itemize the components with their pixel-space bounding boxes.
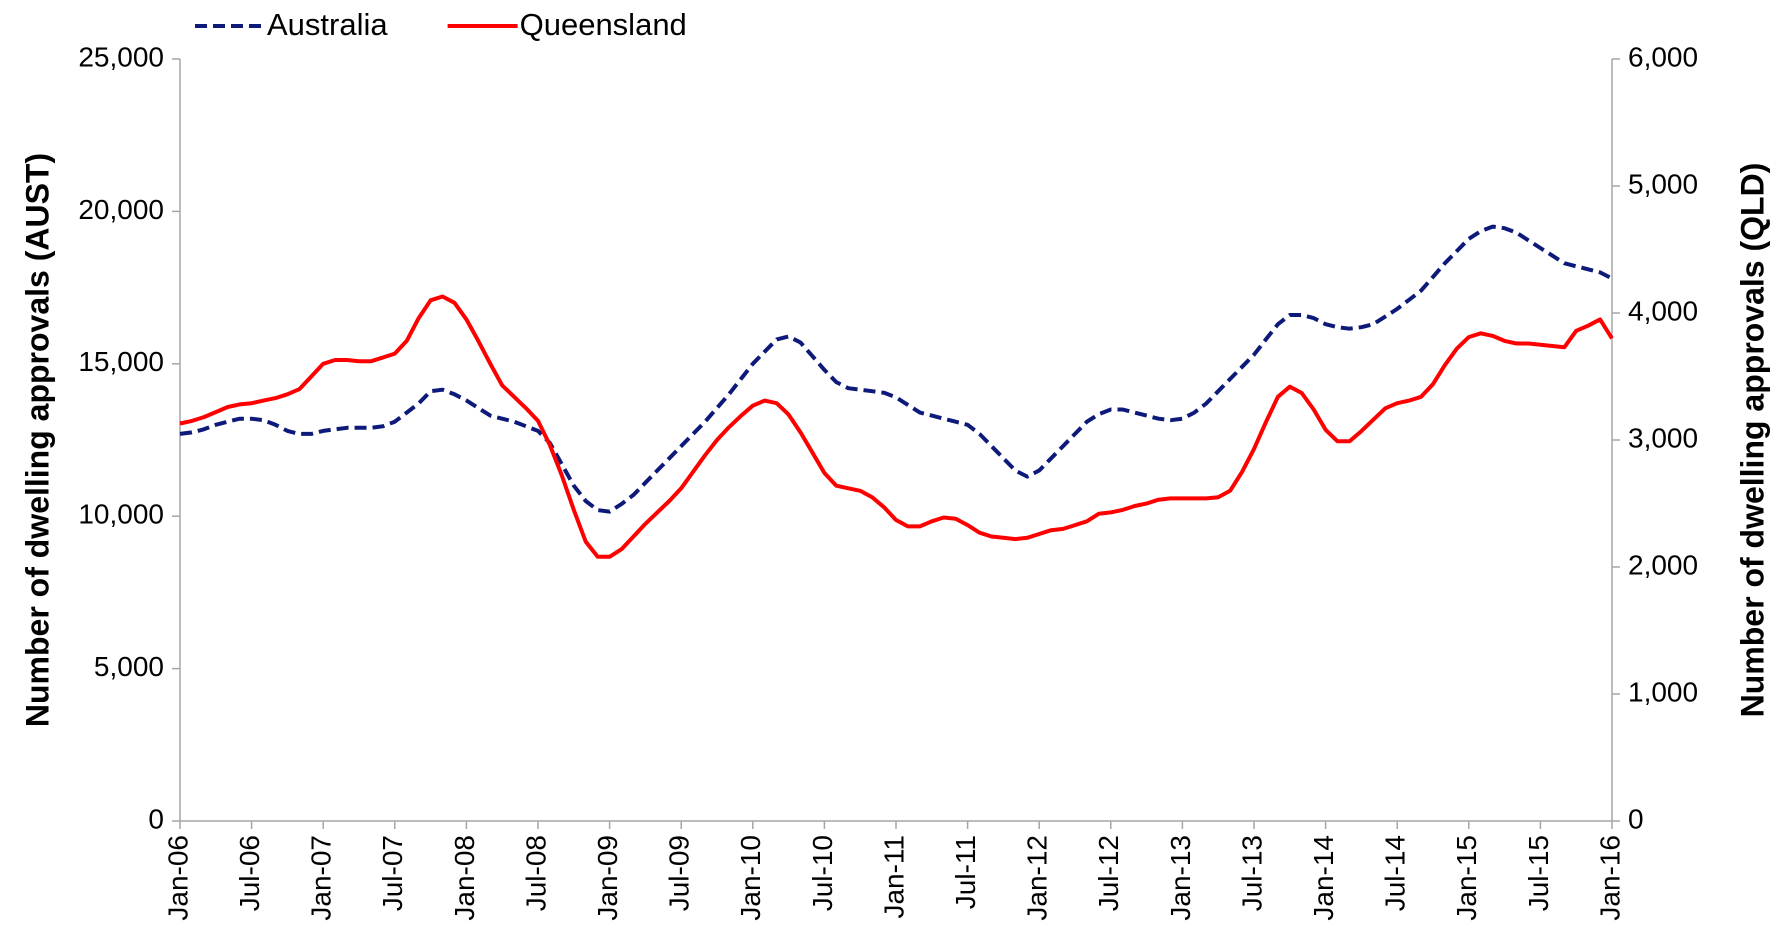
x-tick-label: Jan-15	[1451, 835, 1482, 921]
x-tick-label: Jan-16	[1594, 835, 1625, 921]
series-line	[179, 294, 1614, 559]
y2ticks-label: 5,000	[1628, 168, 1698, 199]
y-axis-title: Number of dwelling approvals (AUST)	[19, 153, 55, 727]
yticks-label: 0	[148, 803, 164, 834]
x-tick-label: Jan-07	[306, 835, 337, 921]
x-tick-label: Jul-11	[950, 835, 981, 909]
yticks-label: 20,000	[78, 194, 164, 225]
x-tick-label: Jan-13	[1165, 835, 1196, 921]
x-tick-label: Jul-13	[1236, 835, 1267, 911]
y2ticks-label: 4,000	[1628, 295, 1698, 326]
x-tick-label: Jul-06	[234, 835, 265, 911]
x-tick-label: Jul-15	[1523, 835, 1554, 911]
x-tick-label: Jan-08	[449, 835, 480, 921]
legend-label: Queensland	[520, 7, 687, 42]
y2ticks-label: 0	[1628, 803, 1644, 834]
series-line	[179, 224, 1613, 514]
x-tick-label: Jul-09	[664, 835, 695, 911]
x-tick-label: Jul-10	[807, 835, 838, 911]
y2ticks-label: 2,000	[1628, 549, 1698, 580]
x-tick-label: Jan-09	[592, 835, 623, 921]
x-tick-label: Jan-14	[1308, 835, 1339, 921]
x-tick-label: Jan-06	[162, 835, 193, 921]
yticks-label: 10,000	[78, 499, 164, 530]
x-tick-label: Jan-12	[1022, 835, 1053, 921]
yticks-label: 5,000	[94, 651, 164, 682]
x-tick-label: Jul-14	[1380, 835, 1411, 911]
x-tick-label: Jul-12	[1093, 835, 1124, 911]
x-tick-label: Jan-10	[735, 835, 766, 921]
y2ticks-label: 3,000	[1628, 422, 1698, 453]
legend-label: Australia	[267, 7, 388, 42]
yticks-label: 25,000	[78, 41, 164, 72]
x-tick-label: Jul-08	[520, 835, 551, 911]
y2ticks-label: 6,000	[1628, 41, 1698, 72]
y2ticks-label: 1,000	[1628, 676, 1698, 707]
yticks-label: 15,000	[78, 346, 164, 377]
x-tick-label: Jul-07	[377, 835, 408, 911]
y2-axis-title: Number of dwelling approvals (QLD)	[1734, 163, 1770, 718]
x-tick-label: Jan-11	[878, 835, 909, 919]
